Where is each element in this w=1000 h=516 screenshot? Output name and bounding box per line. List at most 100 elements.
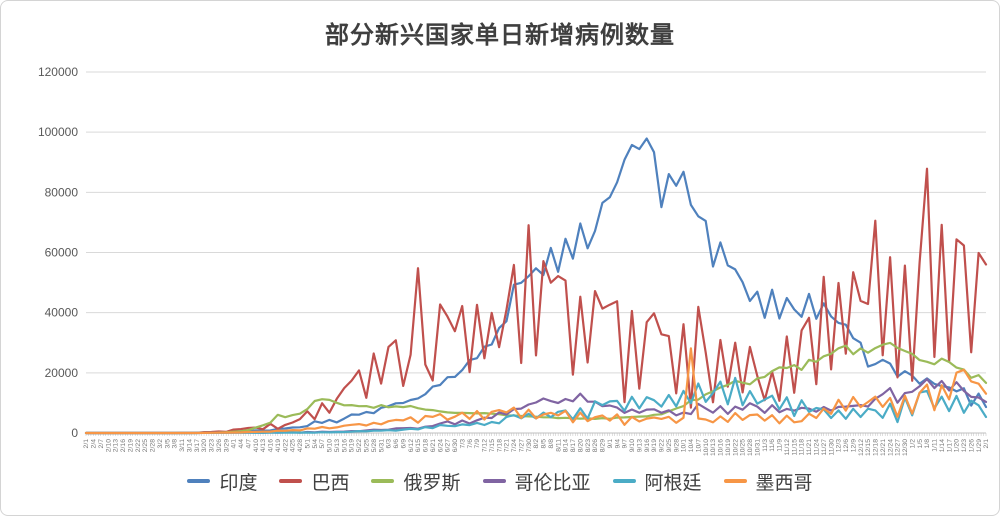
x-axis-tick-label: 4/25 [290, 439, 297, 452]
x-axis-tick-label: 11/27 [821, 439, 828, 456]
x-axis-tick-label: 5/13 [334, 439, 341, 452]
x-axis-tick-label: 2/25 [142, 439, 149, 452]
x-axis-tick-label: 1/29 [976, 439, 983, 452]
x-axis-tick-label: 7/9 [474, 439, 481, 449]
x-axis-tick-label: 2/1 [83, 439, 90, 449]
legend-label: 阿根廷 [644, 472, 702, 494]
x-axis-tick-label: 9/10 [629, 439, 636, 452]
x-axis-tick-label: 1/8 [924, 439, 931, 449]
x-axis-tick-label: 10/16 [718, 439, 725, 456]
legend-item-colombia: 哥伦比亚 [482, 468, 591, 495]
x-axis-tick-label: 4/7 [245, 439, 252, 449]
x-axis-tick-label: 12/21 [880, 439, 887, 456]
x-axis-tick-label: 8/8 [548, 439, 555, 449]
x-axis-tick-label: 10/31 [754, 439, 761, 456]
x-axis-tick-label: 8/26 [592, 439, 599, 452]
line-colombia [84, 378, 988, 435]
y-axis-tick-label: 80000 [45, 185, 79, 199]
x-axis-tick-label: 3/20 [201, 439, 208, 452]
x-axis-tick-label: 11/15 [791, 439, 798, 456]
legend-label: 哥伦比亚 [514, 472, 591, 494]
chart-legend: 印度 巴西 俄罗斯 哥伦比亚 阿根廷 墨西哥 [1, 462, 999, 500]
x-axis-tick-label: 9/28 [673, 439, 680, 452]
x-axis-tick-label: 5/1 [304, 439, 311, 449]
x-axis-tick-label: 10/22 [732, 439, 739, 456]
x-axis-tick-label: 2/28 [150, 439, 157, 452]
x-axis-tick-label: 5/16 [341, 439, 348, 452]
x-axis-tick-label: 2/7 [98, 439, 105, 449]
x-axis-tick-label: 4/22 [282, 439, 289, 452]
x-axis-tick-label: 7/24 [511, 439, 518, 452]
legend-item-mexico: 墨西哥 [723, 468, 813, 495]
x-axis-tick-label: 9/25 [666, 439, 673, 452]
x-axis-tick-label: 2/19 [127, 439, 134, 452]
x-axis-tick-label: 4/28 [297, 439, 304, 452]
x-axis-tick-label: 8/11 [555, 439, 562, 452]
x-axis-tick-label: 4/13 [260, 439, 267, 452]
x-axis-tick-label: 3/5 [164, 439, 171, 449]
x-axis-tick-label: 7/12 [482, 439, 489, 452]
x-axis-tick-label: 4/16 [268, 439, 275, 452]
x-axis-tick-label: 3/17 [194, 439, 201, 452]
x-axis-tick-label: 3/29 [223, 439, 230, 452]
x-axis-tick-label: 9/7 [622, 439, 629, 449]
legend-item-india: 印度 [187, 468, 257, 495]
legend-swatch-argentina [612, 479, 636, 483]
x-axis-tick-label: 1/5 [917, 439, 924, 449]
x-axis-tick-label: 5/31 [378, 439, 385, 452]
x-axis-tick-label: 1/17 [946, 439, 953, 452]
x-axis-tick-label: 1/20 [954, 439, 961, 452]
legend-swatch-mexico [723, 479, 747, 483]
x-axis-tick-label: 8/17 [570, 439, 577, 452]
y-axis-tick-label: 0 [71, 426, 78, 440]
x-axis-tick-label: 10/1 [681, 439, 688, 452]
x-axis-tick-label: 6/24 [437, 439, 444, 452]
x-axis-tick-label: 1/2 [909, 439, 916, 449]
x-axis-tick-label: 6/12 [408, 439, 415, 452]
x-axis-tick-label: 5/19 [349, 439, 356, 452]
x-axis-tick-label: 8/14 [563, 439, 570, 452]
x-axis-tick-label: 9/16 [644, 439, 651, 452]
x-axis-tick-label: 8/29 [600, 439, 607, 452]
x-axis-tick-label: 9/13 [636, 439, 643, 452]
x-axis-tick-label: 6/27 [445, 439, 452, 452]
x-axis-tick-label: 4/10 [253, 439, 260, 452]
x-axis-tick-label: 9/19 [651, 439, 658, 452]
legend-swatch-india [187, 479, 211, 483]
x-axis-tick-label: 6/9 [400, 439, 407, 449]
x-axis-tick-label: 3/14 [186, 439, 193, 452]
x-axis-tick-label: 10/13 [710, 439, 717, 456]
x-axis-tick-label: 5/10 [327, 439, 334, 452]
x-axis-tick-label: 8/23 [585, 439, 592, 452]
x-axis-tick-label: 5/22 [356, 439, 363, 452]
x-axis-tick-label: 6/21 [430, 439, 437, 452]
x-axis-tick-label: 1/11 [932, 439, 939, 452]
legend-label: 俄罗斯 [403, 472, 461, 494]
x-axis-tick-label: 11/9 [777, 439, 784, 452]
x-axis-tick-label: 2/13 [113, 439, 120, 452]
x-axis-tick-label: 10/10 [703, 439, 710, 456]
x-axis-tick-label: 10/19 [725, 439, 732, 456]
x-axis-tick-label: 8/5 [541, 439, 548, 449]
x-axis-tick-label: 5/7 [319, 439, 326, 449]
x-axis-tick-label: 1/14 [939, 439, 946, 452]
x-axis-tick-label: 3/23 [209, 439, 216, 452]
x-axis-tick-label: 3/8 [172, 439, 179, 449]
x-axis-tick-label: 12/6 [843, 439, 850, 452]
x-axis-tick-label: 3/11 [179, 439, 186, 452]
x-axis-tick-label: 9/1 [607, 439, 614, 449]
x-axis-tick-label: 7/27 [518, 439, 525, 452]
x-axis-tick-label: 8/2 [533, 439, 540, 449]
x-axis-tick-label: 1/23 [961, 439, 968, 452]
line-mexico [84, 347, 988, 435]
x-axis-tick-label: 10/4 [688, 439, 695, 452]
x-axis-tick-label: 2/4 [91, 439, 98, 449]
x-axis-tick-label: 5/4 [312, 439, 319, 449]
x-axis-tick-label: 12/30 [902, 439, 909, 456]
x-axis-tick-label: 7/6 [467, 439, 474, 449]
x-axis-tick-label: 12/27 [895, 439, 902, 456]
x-axis-tick-label: 11/24 [814, 439, 821, 456]
chart-title: 部分新兴国家单日新增病例数量 [325, 23, 675, 49]
x-axis-tick-label: 12/3 [836, 439, 843, 452]
